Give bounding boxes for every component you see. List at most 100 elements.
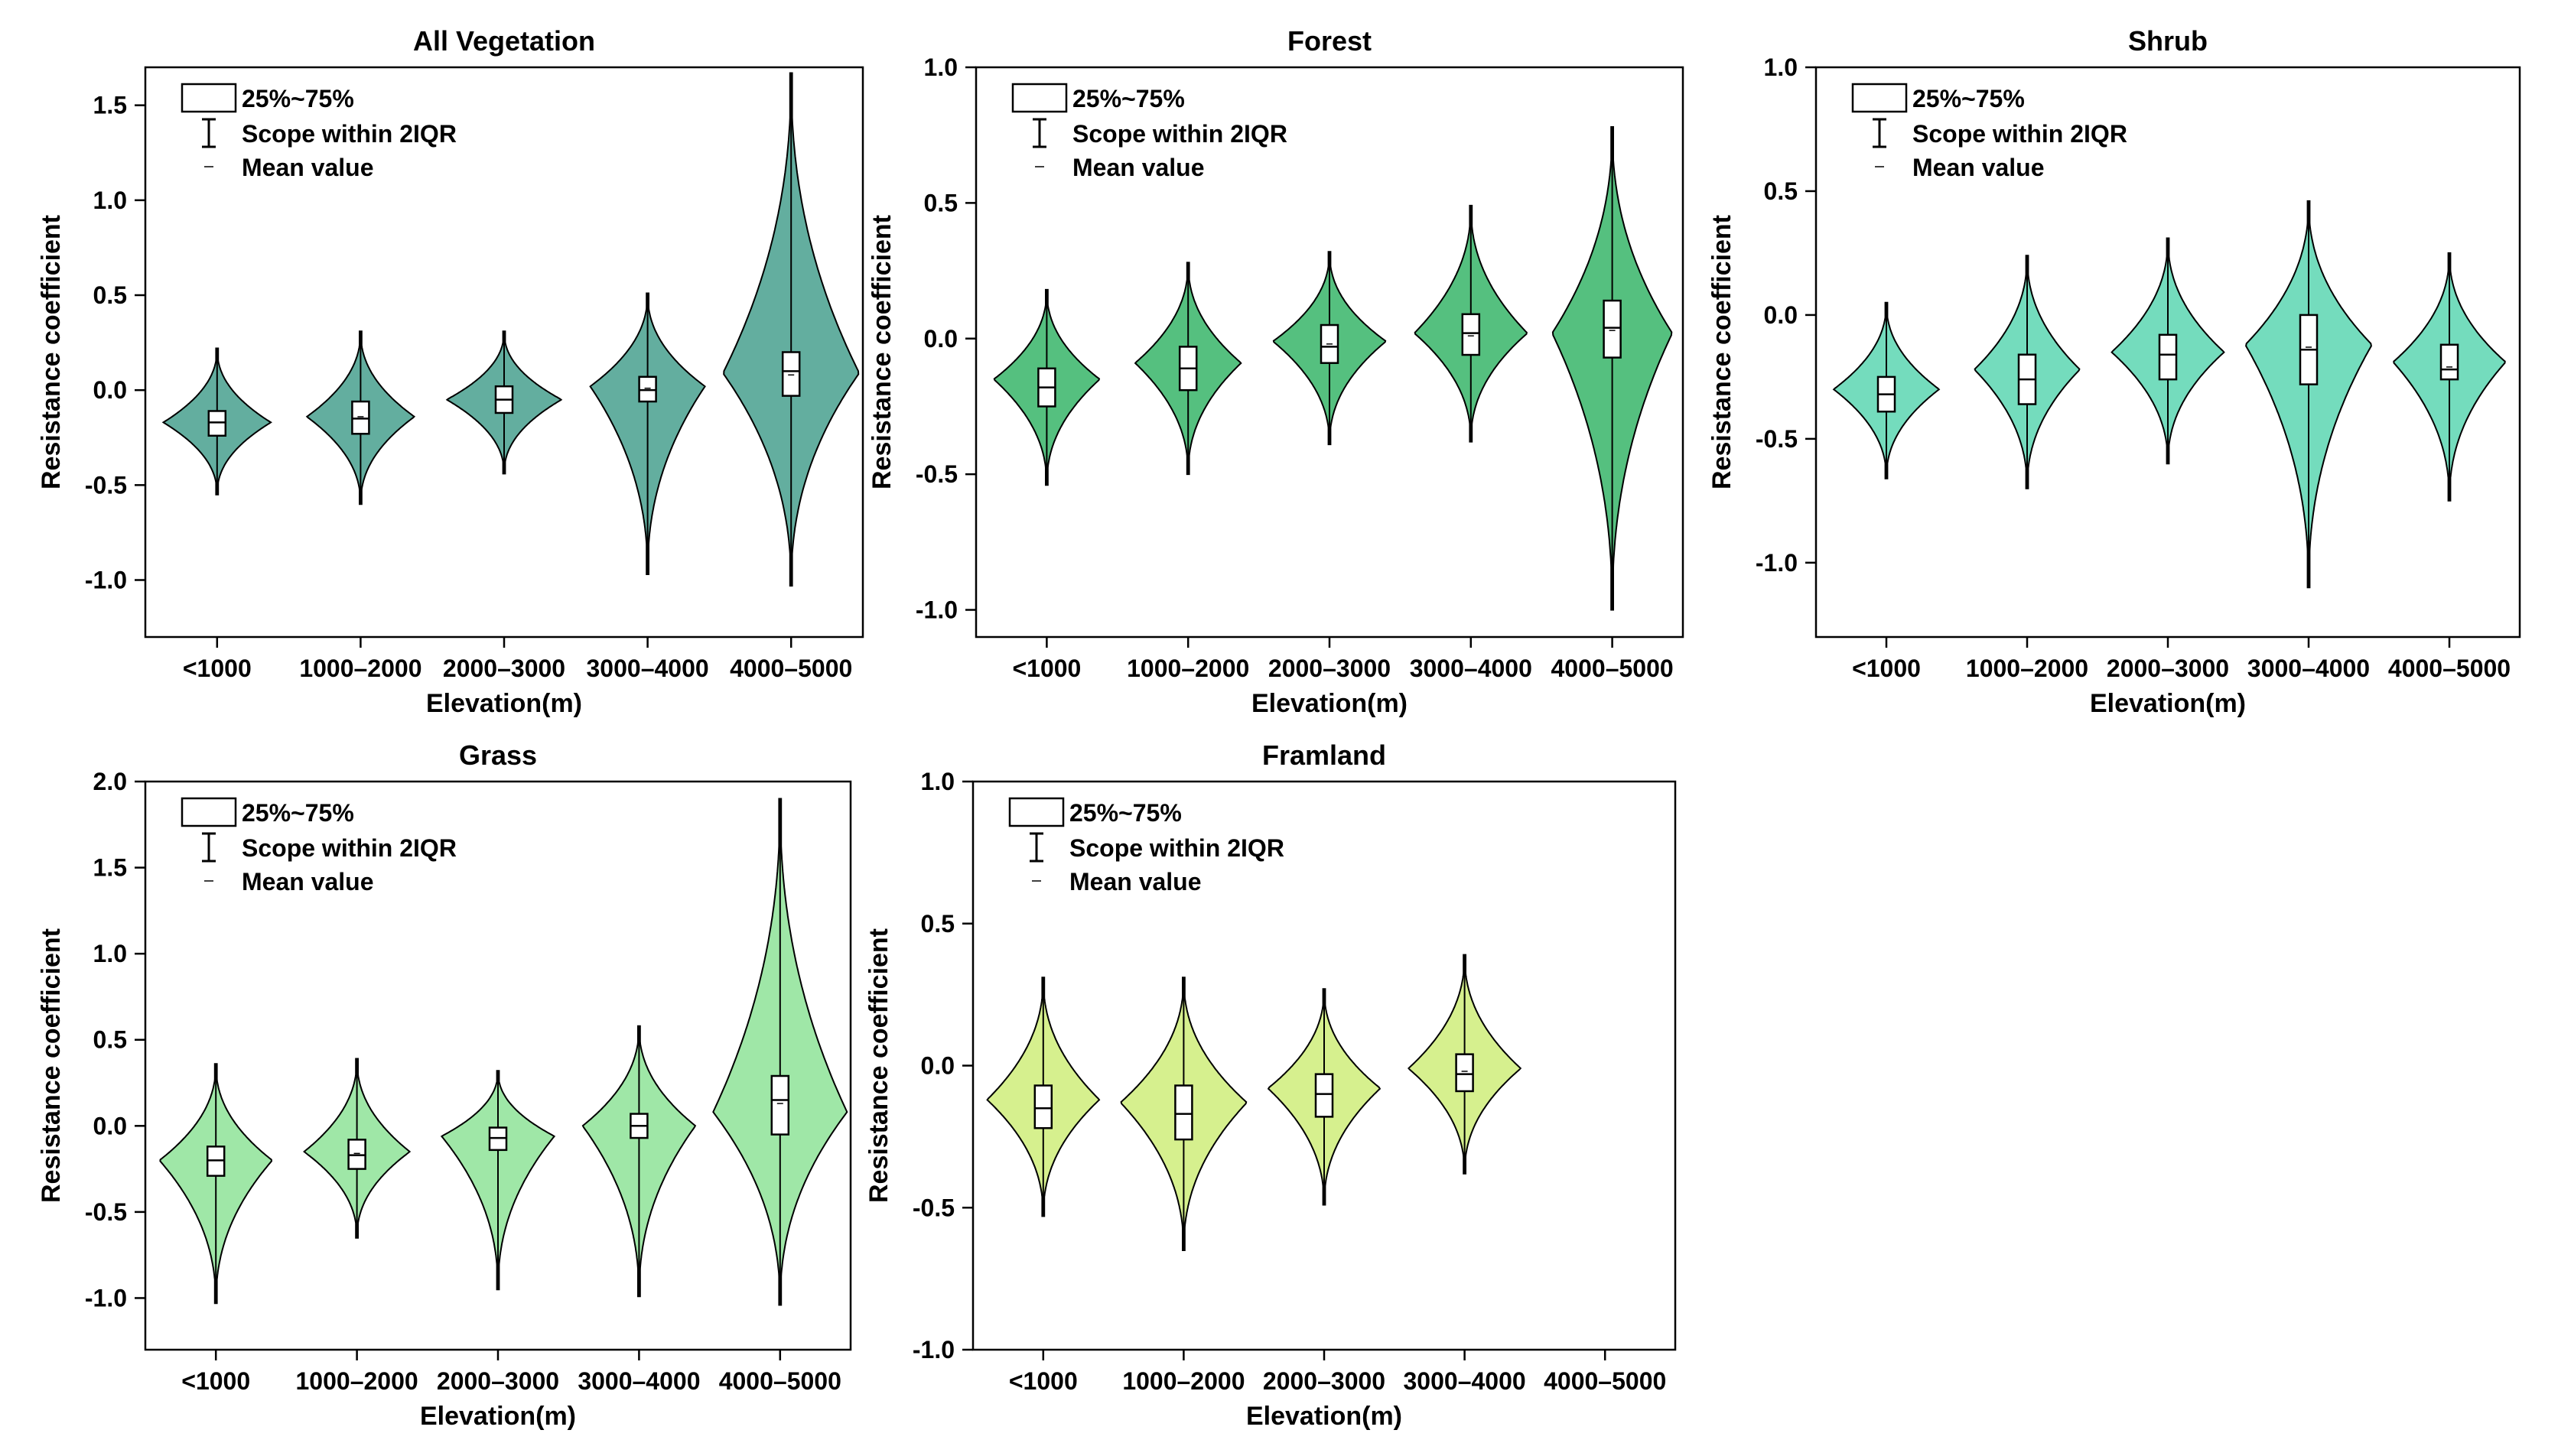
- legend-box-swatch: [1851, 83, 1908, 113]
- y-tick-label: 0.0: [93, 376, 127, 404]
- violin-group: [993, 288, 1101, 486]
- iqr-box: [770, 1074, 790, 1136]
- y-tick-label: -1.0: [85, 567, 127, 594]
- legend: 25%~75% Scope within 2IQR Mean value: [1011, 83, 1287, 181]
- panel-title: Shrub: [2128, 25, 2208, 57]
- legend: 25%~75% Scope within 2IQR Mean value: [181, 797, 457, 895]
- violin-group: [1134, 262, 1242, 476]
- panel-framland: Framland -1.0 -0.5 0.0 0.5 1.0 <1000 1000–2000 2…: [864, 739, 1677, 1431]
- y-tick-label: 0.5: [93, 1026, 127, 1054]
- y-tick-label: -0.5: [913, 1194, 955, 1221]
- x-tick-label: 1000–2000: [1127, 655, 1249, 682]
- violin-group: [1832, 301, 1941, 479]
- y-tick-label: -1.0: [916, 596, 958, 624]
- violin-group: [1551, 126, 1673, 611]
- x-tick-label: 4000–5000: [1551, 655, 1674, 682]
- panel-all-vegetation: All Vegetation -1.0 -0.5 0.0 0.5 1.0 1.5 <1000 1…: [37, 25, 864, 718]
- panel-title: Grass: [459, 739, 537, 771]
- violin-group: [303, 1058, 412, 1239]
- iqr-box: [2158, 333, 2178, 381]
- y-tick-label: 1.0: [924, 54, 958, 81]
- violin-group: [723, 72, 860, 587]
- legend: 25%~75% Scope within 2IQR Mean value: [1008, 797, 1284, 895]
- violin-group: [161, 347, 272, 496]
- y-tick-label: -0.5: [916, 460, 958, 488]
- y-tick-label: -0.5: [1756, 425, 1798, 453]
- x-tick-label: 3000–4000: [578, 1367, 700, 1395]
- y-axis-label: Resistance coefficient: [1707, 215, 1736, 489]
- x-tick-label: 1000–2000: [296, 1367, 418, 1395]
- x-tick-label: 2000–3000: [443, 655, 565, 682]
- iqr-box: [1033, 1084, 1053, 1129]
- legend-whisker-label: Scope within 2IQR: [1072, 120, 1287, 148]
- legend-box-label: 25%~75%: [242, 799, 354, 827]
- violin-group: [581, 1025, 697, 1298]
- y-tick-label: 0.5: [1764, 177, 1798, 205]
- y-tick-label: 2.0: [93, 768, 127, 795]
- violin-group: [1408, 954, 1522, 1175]
- violin-group: [1267, 988, 1382, 1206]
- x-axis-label: Elevation(m): [426, 689, 582, 718]
- y-tick-label: 0.0: [93, 1112, 127, 1139]
- x-axis-label: Elevation(m): [1246, 1402, 1402, 1431]
- x-tick-label: <1000: [1009, 1367, 1078, 1395]
- x-tick-label: 2000–3000: [1263, 1367, 1385, 1395]
- legend-box-swatch: [1011, 83, 1068, 113]
- x-tick-label: <1000: [1852, 655, 1921, 682]
- y-tick-label: 0.0: [1764, 301, 1798, 329]
- x-tick-label: 2000–3000: [1268, 655, 1391, 682]
- y-tick-label: -0.5: [85, 471, 127, 499]
- x-axis-label: Elevation(m): [1251, 689, 1408, 718]
- y-tick-label: -1.0: [85, 1284, 127, 1311]
- y-tick-label: 1.5: [93, 854, 127, 882]
- y-tick-label: 0.0: [921, 1052, 955, 1080]
- x-tick-label: 3000–4000: [2247, 655, 2370, 682]
- x-tick-label: 3000–4000: [1410, 655, 1532, 682]
- violin-group: [2111, 237, 2225, 465]
- violin-group: [986, 977, 1101, 1217]
- legend-mean-label: Mean value: [1069, 868, 1202, 895]
- panel-grass: Grass -1.0 -0.5 0.0 0.5 1.0 1.5 2.0 <1000 1000–20…: [37, 739, 852, 1431]
- y-tick-label: -1.0: [1756, 549, 1798, 577]
- violin-group: [1272, 251, 1387, 446]
- violin-group: [2393, 252, 2506, 502]
- iqr-box: [1314, 1073, 1334, 1118]
- y-axis-label: Resistance coefficient: [37, 928, 66, 1203]
- x-tick-label: 2000–3000: [437, 1367, 559, 1395]
- legend-box-label: 25%~75%: [242, 85, 354, 112]
- y-tick-label: 1.0: [93, 187, 127, 214]
- y-tick-label: 0.0: [924, 325, 958, 353]
- panel-title: All Vegetation: [413, 25, 595, 57]
- y-tick-label: 1.0: [93, 940, 127, 967]
- x-tick-label: 4000–5000: [730, 655, 852, 682]
- iqr-box: [1174, 1084, 1193, 1141]
- legend-whisker-label: Scope within 2IQR: [242, 834, 457, 862]
- x-tick-label: 4000–5000: [1544, 1367, 1666, 1395]
- y-tick-label: 1.0: [1764, 54, 1798, 81]
- violin-group: [305, 330, 416, 505]
- x-tick-label: 3000–4000: [587, 655, 709, 682]
- panel-title: Framland: [1262, 739, 1386, 771]
- y-axis-label: Resistance coefficient: [37, 215, 66, 489]
- legend: 25%~75% Scope within 2IQR Mean value: [1851, 83, 2127, 181]
- iqr-box: [1603, 299, 1622, 359]
- y-tick-label: -1.0: [913, 1336, 955, 1363]
- violin-group: [712, 798, 848, 1306]
- x-axis-label: Elevation(m): [420, 1402, 576, 1431]
- legend-whisker-label: Scope within 2IQR: [242, 120, 457, 148]
- legend: 25%~75% Scope within 2IQR Mean value: [181, 83, 457, 181]
- x-tick-label: <1000: [183, 655, 252, 682]
- y-tick-label: 0.5: [924, 189, 958, 216]
- violin-group: [589, 292, 706, 575]
- violin-group: [1414, 204, 1528, 443]
- y-tick-label: 1.5: [93, 92, 127, 119]
- legend-mean-label: Mean value: [1072, 154, 1205, 181]
- y-tick-label: 0.5: [93, 281, 127, 309]
- x-tick-label: 1000–2000: [1966, 655, 2088, 682]
- legend-whisker-label: Scope within 2IQR: [1069, 834, 1284, 862]
- legend-box-swatch: [181, 83, 237, 113]
- violin-group: [445, 330, 563, 475]
- violin-group: [1974, 255, 2081, 489]
- legend-mean-label: Mean value: [242, 154, 374, 181]
